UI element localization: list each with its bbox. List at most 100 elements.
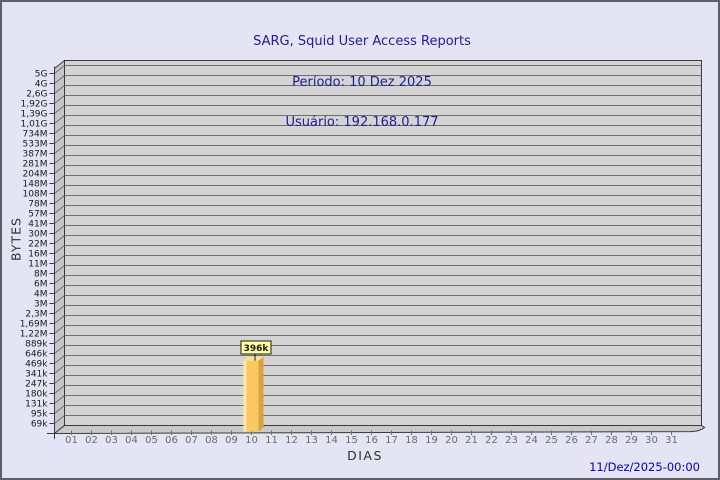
wall-tick-line <box>54 175 65 184</box>
y-axis-title: BYTES <box>8 217 24 261</box>
x-tick-label: 24 <box>525 435 538 446</box>
y-tick-label: 341k <box>25 370 48 380</box>
wall-tick-line <box>54 85 65 94</box>
wall-tick-line <box>54 385 65 394</box>
wall-tick-line <box>54 265 65 274</box>
x-tick-label: 03 <box>105 435 118 446</box>
wall-tick-line <box>54 135 65 144</box>
x-tick-label: 04 <box>125 435 138 446</box>
x-tick-label: 18 <box>405 435 418 446</box>
bar-front-face <box>243 360 259 432</box>
wall-tick-line <box>54 155 65 164</box>
x-tick-label: 28 <box>605 435 618 446</box>
wall-tick-line <box>54 225 65 234</box>
x-tick-label: 14 <box>325 435 338 446</box>
bar-highlight <box>243 360 247 432</box>
y-tick-label: 148M <box>23 180 48 190</box>
bar-value-label: 396k <box>244 344 270 354</box>
x-tick-label: 19 <box>425 435 438 446</box>
y-tick-label: 22M <box>28 240 47 250</box>
x-tick-label: 20 <box>445 435 458 446</box>
x-tick-label: 11 <box>265 435 278 446</box>
wall-tick-line <box>54 145 65 154</box>
y-tick-label: 1,69M <box>20 320 48 330</box>
x-tick-label: 25 <box>545 435 558 446</box>
x-tick-label: 01 <box>65 435 78 446</box>
wall-tick-line <box>54 275 65 284</box>
y-tick-label: 41M <box>28 220 47 230</box>
y-tick-label: 131k <box>25 400 48 410</box>
x-tick-label: 27 <box>585 435 598 446</box>
wall-tick-line <box>54 305 65 314</box>
y-tick-label: 1,22M <box>20 330 48 340</box>
y-tick-label: 1,92G <box>20 100 47 110</box>
x-tick-label: 08 <box>205 435 218 446</box>
y-tick-label: 30M <box>28 230 47 240</box>
x-tick-label: 05 <box>145 435 158 446</box>
y-tick-label: 646k <box>25 350 48 360</box>
wall-tick-line <box>54 75 65 84</box>
wall-tick-line <box>54 65 65 74</box>
wall-tick-line <box>54 105 65 114</box>
report-user: Usuário: 192.168.0.177 <box>285 115 439 130</box>
y-tick-label: 734M <box>23 130 48 140</box>
y-tick-label: 5G <box>35 70 48 80</box>
wall-tick-line <box>54 185 65 194</box>
y-tick-label: 204M <box>23 170 48 180</box>
y-tick-label: 57M <box>28 210 47 220</box>
x-tick-label: 12 <box>285 435 298 446</box>
x-tick-label: 31 <box>665 435 678 446</box>
y-tick-label: 533M <box>23 140 48 150</box>
generation-timestamp: 11/Dez/2025-00:00 <box>589 460 700 474</box>
wall-tick-line <box>54 325 65 334</box>
x-tick-label: 30 <box>645 435 658 446</box>
y-tick-label: 2,6G <box>26 90 47 100</box>
y-tick-label: 281M <box>23 160 48 170</box>
x-tick-label: 15 <box>345 435 358 446</box>
y-tick-label: 69k <box>31 420 48 430</box>
wall-tick-line <box>54 365 65 374</box>
y-tick-label: 469k <box>25 360 48 370</box>
wall-tick-line <box>54 95 65 104</box>
report-title: SARG, Squid User Access Reports <box>253 34 471 49</box>
y-tick-label: 889k <box>25 340 48 350</box>
y-tick-label: 4G <box>35 80 48 90</box>
y-tick-label: 387M <box>23 150 48 160</box>
y-tick-label: 2,3M <box>25 310 47 320</box>
y-tick-label: 16M <box>28 250 47 260</box>
report-header: SARG, Squid User Access Reports Período:… <box>2 8 718 157</box>
x-tick-label: 02 <box>85 435 98 446</box>
x-tick-label: 29 <box>625 435 638 446</box>
wall-tick-line <box>54 115 65 124</box>
wall-tick-line <box>54 315 65 324</box>
x-tick-label: 21 <box>465 435 478 446</box>
y-tick-label: 1,39G <box>20 110 47 120</box>
bar-side-face <box>258 356 264 432</box>
wall-tick-line <box>54 395 65 404</box>
x-tick-label: 10 <box>245 435 258 446</box>
x-tick-label: 16 <box>365 435 378 446</box>
x-tick-label: 26 <box>565 435 578 446</box>
wall-tick-line <box>54 195 65 204</box>
x-tick-label: 22 <box>485 435 498 446</box>
wall-tick-line <box>54 255 65 264</box>
y-tick-label: 108M <box>23 190 48 200</box>
y-tick-label: 1,01G <box>20 120 47 130</box>
value-flag-box <box>240 340 272 355</box>
y-tick-label: 3M <box>34 300 48 310</box>
wall-tick-line <box>54 375 65 384</box>
wall-tick-line <box>54 165 65 174</box>
wall-tick-line <box>54 205 65 214</box>
wall-tick-line <box>54 235 65 244</box>
x-tick-label: 07 <box>185 435 198 446</box>
x-axis-title: DIAS <box>347 448 383 463</box>
wall-tick-line <box>54 345 65 354</box>
wall-tick-line <box>54 335 65 344</box>
plot-back-face <box>64 60 702 426</box>
y-tick-label: 247k <box>25 380 48 390</box>
x-tick-label: 17 <box>385 435 398 446</box>
wall-tick-line <box>54 415 65 424</box>
y-tick-label: 8M <box>34 270 48 280</box>
